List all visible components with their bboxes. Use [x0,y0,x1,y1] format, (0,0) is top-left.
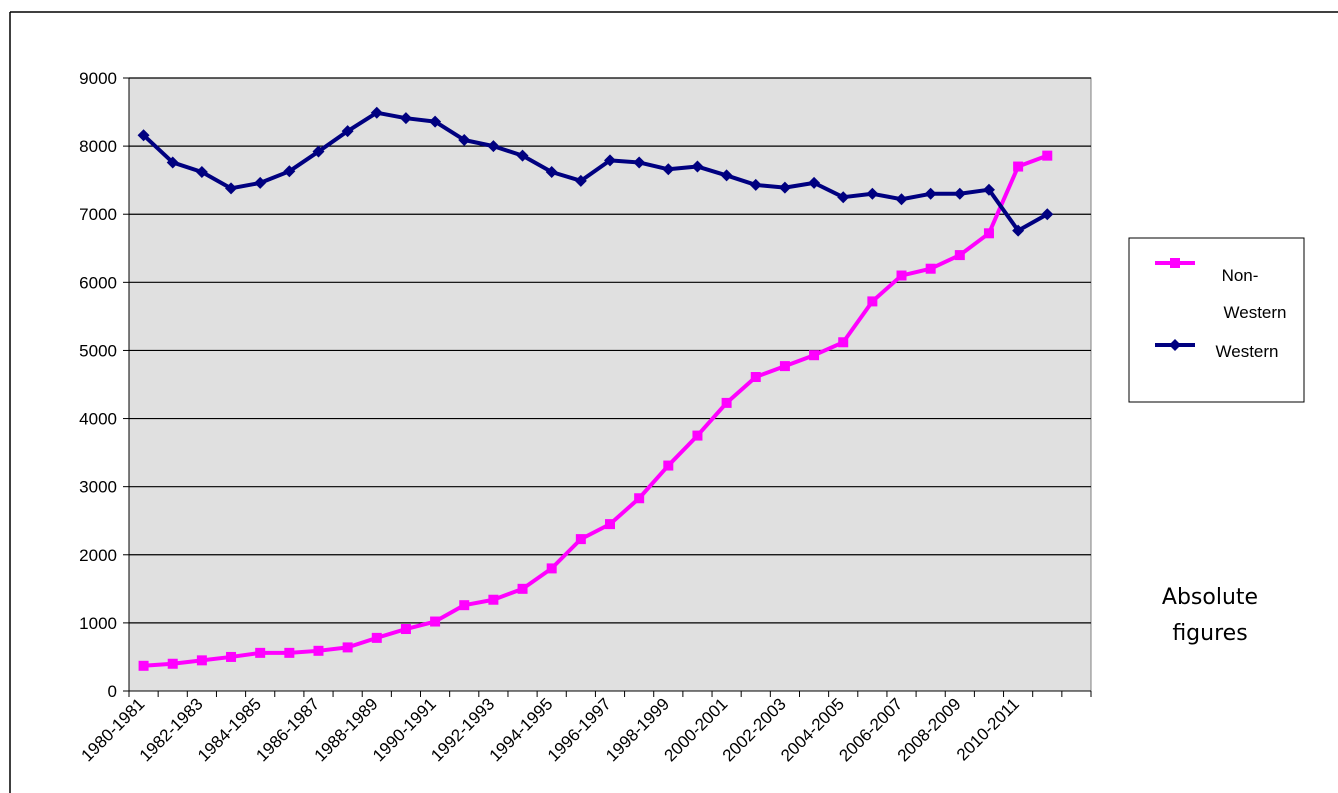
point-non-western [575,534,586,545]
point-non-western [663,460,674,471]
point-non-western [546,563,557,574]
y-tick-label: 5000 [79,341,117,360]
y-tick-label: 4000 [79,410,117,429]
point-non-western [313,645,324,656]
point-non-western [1042,150,1053,161]
point-non-western [196,655,207,666]
point-western [545,165,558,178]
point-western [895,193,908,206]
annotation-line-2: figures [1172,621,1247,646]
point-western [137,129,150,142]
point-western [691,160,704,173]
point-western [837,191,850,204]
point-western [341,125,354,138]
point-non-western [867,296,878,307]
point-western [749,178,762,191]
y-tick-label: 8000 [79,137,117,156]
point-western [778,181,791,194]
point-non-western [400,624,411,635]
y-tick-label: 7000 [79,205,117,224]
legend-label-non-western-1: Non- [1222,266,1259,285]
legend-label-non-western-2: Western [1224,303,1287,322]
legend: Non- Western Western [1128,237,1305,403]
point-non-western [430,616,441,627]
point-non-western [284,647,295,658]
y-tick-label: 1000 [79,614,117,633]
point-non-western [226,651,237,662]
point-non-western [459,600,470,611]
annotation: Absolute figures [1162,585,1258,646]
y-axis: 0 1000 2000 3000 4000 5000 6000 7000 8000 9000 [79,69,130,701]
point-western [1012,224,1025,237]
series-layer [137,106,1054,671]
point-non-western [167,658,178,669]
point-non-western [488,594,499,605]
point-non-western [954,250,965,261]
point-western [399,112,412,125]
point-western [633,156,646,169]
point-western [370,106,383,119]
annotation-line-1: Absolute [1162,585,1258,610]
point-non-western [838,337,849,348]
point-western [720,169,733,182]
x-axis: 1980-19811982-19831984-19851986-19871988… [77,690,1092,765]
legend-marker-western [1169,339,1181,351]
point-non-western [983,228,994,239]
point-non-western [634,493,645,504]
point-non-western [896,270,907,281]
point-western [953,187,966,200]
y-tick-label: 2000 [79,546,117,565]
point-western [516,149,529,162]
point-western [312,145,325,158]
y-tick-label: 3000 [79,478,117,497]
point-western [487,140,500,153]
point-western [866,187,879,200]
point-non-western [605,519,615,530]
point-western [283,165,296,178]
y-tick-label: 6000 [79,273,117,292]
point-western [574,174,587,187]
point-western [225,182,238,195]
point-non-western [517,583,528,594]
point-non-western [692,430,703,441]
point-western [458,133,471,146]
point-western [808,176,821,189]
point-western [166,156,179,169]
point-western [1041,208,1054,221]
point-non-western [750,372,761,383]
y-tick-label: 0 [108,682,117,701]
gridlines [129,77,1091,624]
point-non-western [342,642,353,653]
point-non-western [371,632,382,643]
point-western [254,176,267,189]
legend-label-western: Western [1216,342,1279,361]
legend-box [1128,237,1305,403]
point-western [195,165,208,178]
point-non-western [721,397,732,408]
point-non-western [1013,161,1024,172]
x-tick-label: 2010-2011 [953,694,1023,764]
point-non-western [925,263,936,274]
legend-marker-non-western [1170,258,1180,268]
point-western [662,163,675,176]
point-western [924,187,937,200]
plot-area [128,77,1092,692]
point-western [982,183,995,196]
point-non-western [779,361,790,372]
point-non-western [138,660,149,671]
point-non-western [809,350,820,361]
x-tick-label: 2008-2009 [894,694,965,765]
point-western [429,115,442,128]
point-western [604,154,616,167]
y-tick-label: 9000 [79,69,117,88]
point-non-western [255,647,266,658]
